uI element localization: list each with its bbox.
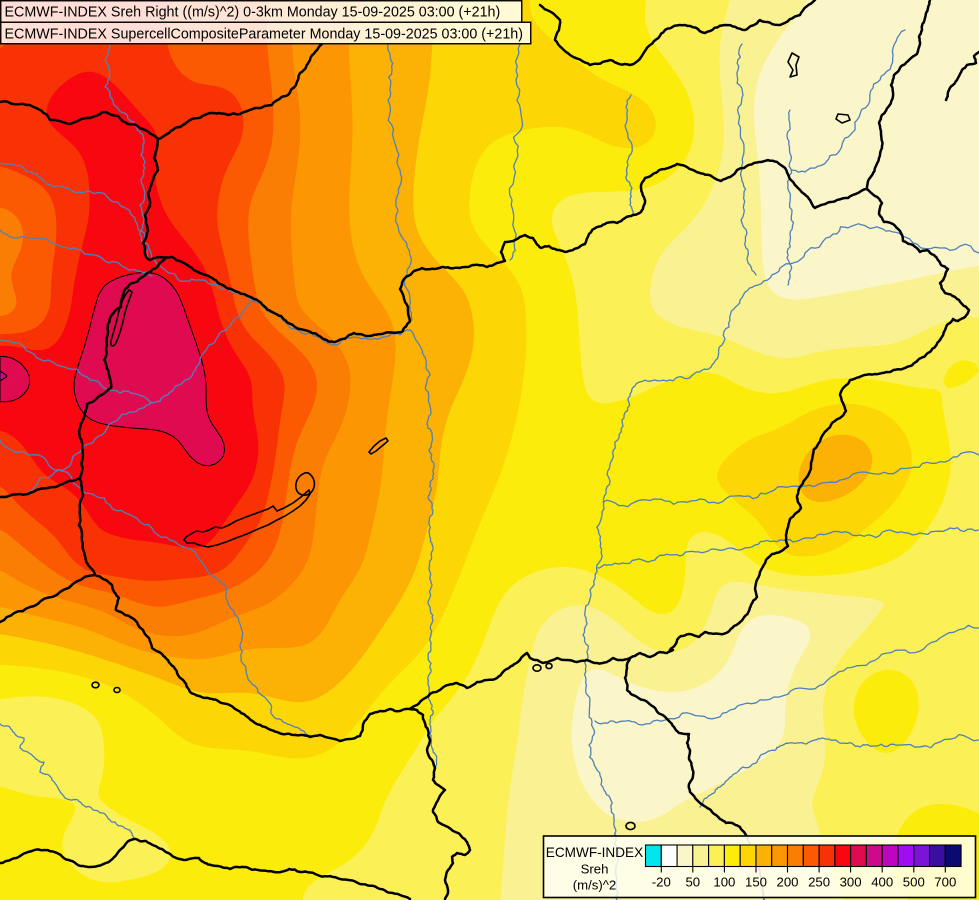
svg-text:150: 150 bbox=[745, 875, 767, 890]
svg-text:500: 500 bbox=[903, 875, 925, 890]
svg-text:Sreh: Sreh bbox=[581, 862, 609, 877]
svg-text:700: 700 bbox=[934, 875, 956, 890]
svg-text:100: 100 bbox=[713, 875, 735, 890]
svg-text:50: 50 bbox=[685, 875, 700, 890]
svg-text:400: 400 bbox=[871, 875, 893, 890]
svg-text:200: 200 bbox=[776, 875, 798, 890]
svg-text:-20: -20 bbox=[652, 875, 671, 890]
svg-text:(m/s)^2: (m/s)^2 bbox=[573, 878, 617, 893]
svg-text:ECMWF-INDEX Sreh Right ((m/s)^: ECMWF-INDEX Sreh Right ((m/s)^2) 0-3km M… bbox=[5, 5, 501, 21]
svg-text:300: 300 bbox=[840, 875, 862, 890]
svg-text:ECMWF-INDEX: ECMWF-INDEX bbox=[546, 845, 643, 860]
svg-text:250: 250 bbox=[808, 875, 830, 890]
svg-text:ECMWF-INDEX SupercellComposite: ECMWF-INDEX SupercellCompositeParameter … bbox=[5, 26, 524, 42]
